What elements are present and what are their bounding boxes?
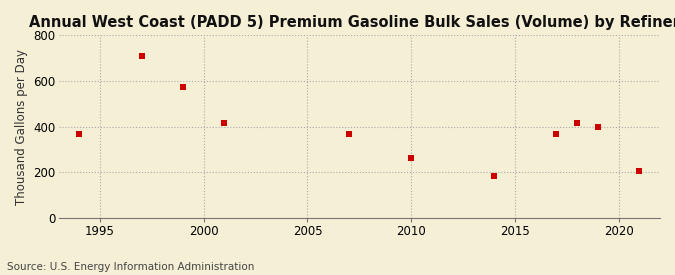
Point [489,174,500,178]
Point [74,131,85,136]
Point [178,84,188,89]
Point [344,131,354,136]
Point [634,169,645,174]
Y-axis label: Thousand Gallons per Day: Thousand Gallons per Day [15,49,28,205]
Point [572,121,583,125]
Point [219,121,230,125]
Text: Source: U.S. Energy Information Administration: Source: U.S. Energy Information Administ… [7,262,254,272]
Point [551,131,562,136]
Point [136,54,147,58]
Title: Annual West Coast (PADD 5) Premium Gasoline Bulk Sales (Volume) by Refiners: Annual West Coast (PADD 5) Premium Gasol… [30,15,675,30]
Point [593,125,603,129]
Point [406,155,416,160]
